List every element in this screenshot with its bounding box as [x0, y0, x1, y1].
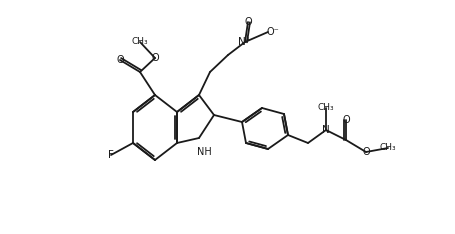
Text: CH₃: CH₃ — [131, 37, 148, 47]
Text: CH₃: CH₃ — [317, 103, 334, 113]
Text: CH₃: CH₃ — [379, 143, 395, 153]
Text: O: O — [341, 115, 349, 125]
Text: N⁺: N⁺ — [238, 37, 251, 47]
Text: O⁻: O⁻ — [266, 27, 279, 37]
Text: NH: NH — [196, 147, 211, 157]
Text: O: O — [116, 55, 124, 65]
Text: F: F — [108, 150, 114, 160]
Text: O: O — [151, 53, 158, 63]
Text: N: N — [321, 125, 329, 135]
Text: O: O — [361, 147, 369, 157]
Text: O: O — [243, 17, 251, 27]
